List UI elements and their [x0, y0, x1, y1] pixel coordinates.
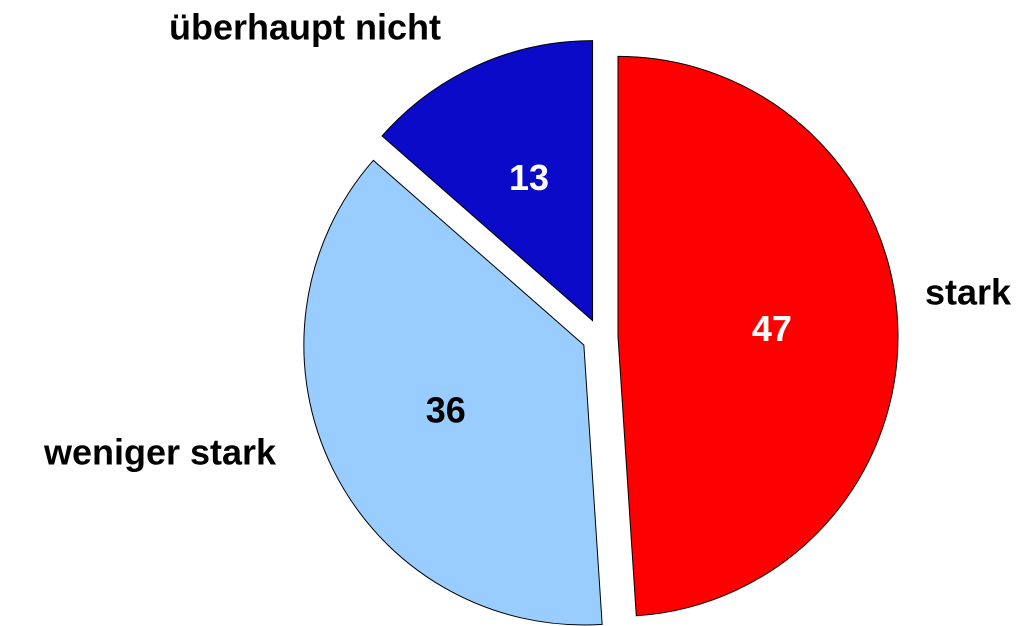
value-label: 13 — [509, 157, 549, 198]
category-label: stark — [925, 272, 1012, 313]
pie-slice — [381, 40, 594, 322]
pie-slice — [303, 159, 603, 626]
category-label: weniger stark — [43, 432, 277, 473]
value-label: 36 — [426, 390, 466, 431]
pie-slice — [617, 55, 899, 617]
category-label: überhaupt nicht — [169, 7, 441, 48]
value-label: 47 — [752, 308, 792, 349]
